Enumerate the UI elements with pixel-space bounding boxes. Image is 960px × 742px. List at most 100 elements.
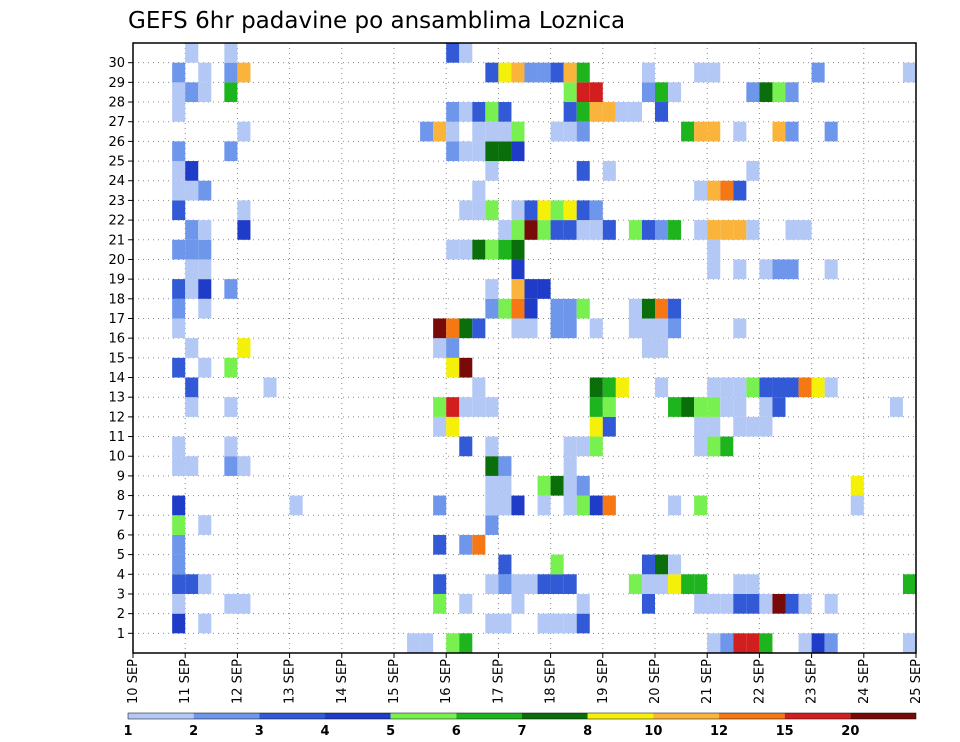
heatmap-cell xyxy=(485,436,499,457)
heatmap-cell xyxy=(446,318,460,339)
heatmap-cell xyxy=(237,456,251,476)
heatmap-cell xyxy=(668,82,682,103)
heatmap-cell xyxy=(472,397,486,417)
heatmap-cell xyxy=(602,495,616,516)
heatmap-cell xyxy=(746,633,760,653)
heatmap-cell xyxy=(485,239,499,260)
colorbar-swatch xyxy=(522,713,588,719)
colorbar-label: 20 xyxy=(841,724,859,739)
heatmap-cell xyxy=(563,436,577,457)
heatmap-cell xyxy=(628,220,642,240)
heatmap-cell xyxy=(720,436,734,457)
heatmap-cell xyxy=(472,180,486,201)
heatmap-cell xyxy=(185,43,199,63)
heatmap-cell xyxy=(902,574,916,594)
heatmap-cell xyxy=(563,318,577,339)
heatmap-cell xyxy=(785,220,799,240)
heatmap-cell xyxy=(459,593,473,614)
heatmap-cell xyxy=(759,377,773,398)
heatmap-cell xyxy=(485,279,499,299)
heatmap-cell xyxy=(694,180,708,201)
heatmap-cell xyxy=(172,456,186,476)
y-tick-label: 1 xyxy=(117,627,125,642)
heatmap-cell xyxy=(550,62,564,83)
heatmap-cell xyxy=(472,239,486,260)
heatmap-cell xyxy=(694,220,708,240)
heatmap-cell xyxy=(733,574,747,594)
y-tick-label: 10 xyxy=(108,450,125,465)
heatmap-cell xyxy=(172,515,186,535)
heatmap-cell xyxy=(707,436,721,457)
heatmap-cell xyxy=(550,298,564,319)
heatmap-cell xyxy=(446,338,460,358)
heatmap-cell xyxy=(537,574,551,594)
y-tick-label: 21 xyxy=(108,233,125,248)
heatmap-cell xyxy=(446,43,460,63)
x-tick-label: 20 SEP xyxy=(648,659,663,704)
heatmap-cell xyxy=(602,161,616,181)
heatmap-cell xyxy=(524,318,538,339)
heatmap-cell xyxy=(172,436,186,457)
heatmap-cell xyxy=(172,239,186,260)
plot-frame xyxy=(132,42,917,654)
heatmap-cell xyxy=(602,416,616,437)
heatmap-cell xyxy=(785,82,799,103)
heatmap-cell xyxy=(694,397,708,417)
heatmap-cell xyxy=(472,534,486,555)
heatmap-cell xyxy=(798,377,812,398)
heatmap-cell xyxy=(563,62,577,83)
x-tick-label: 23 SEP xyxy=(805,659,820,704)
heatmap-cell xyxy=(511,121,525,142)
heatmap-cell xyxy=(446,121,460,142)
heatmap-cell xyxy=(759,82,773,103)
heatmap-cell xyxy=(172,62,186,83)
heatmap-cell xyxy=(237,338,251,358)
heatmap-cell xyxy=(433,121,447,142)
heatmap-cell xyxy=(641,82,655,103)
heatmap-cell xyxy=(668,574,682,594)
heatmap-cell xyxy=(602,102,616,122)
heatmap-cell xyxy=(772,121,786,142)
heatmap-cell xyxy=(433,593,447,614)
heatmap-cell xyxy=(746,377,760,398)
heatmap-cell xyxy=(459,318,473,339)
chart-title: GEFS 6hr padavine po ansamblima Loznica xyxy=(128,8,625,34)
heatmap-cell xyxy=(550,613,564,634)
heatmap-cell xyxy=(498,456,512,476)
heatmap-cell xyxy=(707,593,721,614)
heatmap-cell xyxy=(172,554,186,575)
heatmap-cell xyxy=(563,475,577,496)
heatmap-cell xyxy=(172,102,186,122)
heatmap-cell xyxy=(615,102,629,122)
y-tick-label: 27 xyxy=(108,115,125,130)
x-tick-label: 21 SEP xyxy=(700,659,715,704)
heatmap-cell xyxy=(576,161,590,181)
colorbar-label: 1 xyxy=(123,724,132,739)
heatmap-cell xyxy=(185,456,199,476)
heatmap-cell xyxy=(485,475,499,496)
heatmap-cell xyxy=(850,495,864,516)
heatmap-cell xyxy=(655,82,669,103)
y-tick-label: 20 xyxy=(108,253,125,268)
heatmap-cell xyxy=(655,574,669,594)
x-tick-label: 24 SEP xyxy=(857,659,872,704)
colorbar-swatch xyxy=(653,713,719,719)
heatmap-cell xyxy=(694,416,708,437)
heatmap-cell xyxy=(641,338,655,358)
heatmap-cell xyxy=(824,377,838,398)
heatmap-cell xyxy=(524,279,538,299)
heatmap-cell xyxy=(511,141,525,162)
heatmap-cell xyxy=(537,495,551,516)
heatmap-cell xyxy=(707,377,721,398)
heatmap-cell xyxy=(576,200,590,221)
heatmap-cell xyxy=(172,180,186,201)
heatmap-cell xyxy=(720,220,734,240)
heatmap-cell xyxy=(185,338,199,358)
heatmap-cell xyxy=(224,141,238,162)
heatmap-cell xyxy=(733,318,747,339)
heatmap-cell xyxy=(511,593,525,614)
heatmap-cell xyxy=(628,298,642,319)
heatmap-cell xyxy=(185,82,199,103)
heatmap-cell xyxy=(550,574,564,594)
heatmap-cell xyxy=(733,397,747,417)
